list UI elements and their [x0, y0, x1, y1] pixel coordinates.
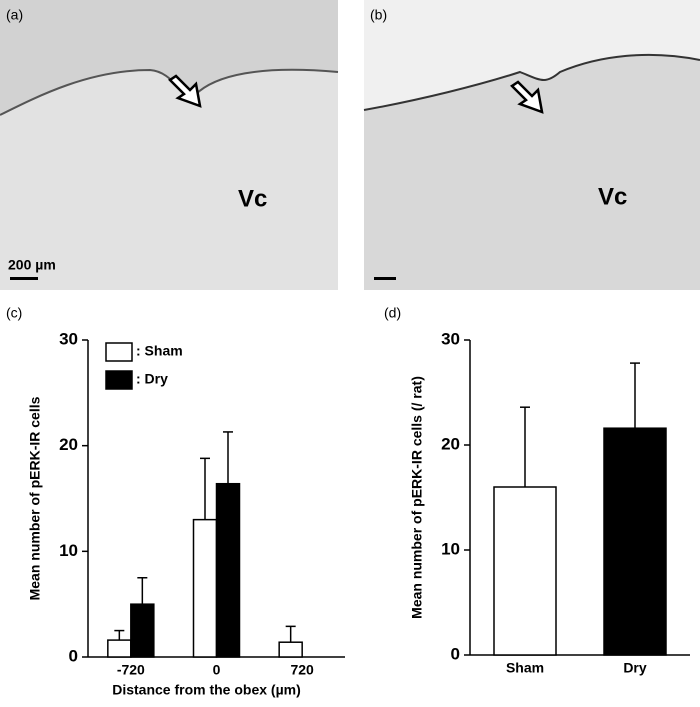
y-tick-label: 0: [451, 644, 460, 663]
y-axis-label: Mean number of pERK-IR cells (/ rat): [409, 376, 425, 619]
bar: [215, 482, 241, 658]
legend-label: : Sham: [136, 343, 183, 359]
panel-label: (d): [384, 305, 401, 321]
scale-bar: [10, 277, 38, 280]
bar: [278, 641, 303, 658]
arrow: [168, 74, 202, 108]
y-tick-label: 20: [59, 435, 78, 454]
legend-swatch: [105, 370, 133, 390]
tissue-edge: [363, 53, 700, 111]
x-tick-label: 720: [290, 662, 314, 678]
y-tick-label: 20: [441, 434, 460, 453]
panel-label: (c): [6, 305, 22, 321]
legend-label: : Dry: [136, 371, 168, 387]
x-tick-label: 0: [213, 662, 221, 678]
micrograph-b: (b) Vc: [363, 0, 700, 290]
bar: [603, 427, 667, 656]
y-tick-label: 10: [441, 539, 460, 558]
legend-swatch: [105, 342, 133, 362]
y-tick-label: 10: [59, 541, 78, 560]
x-axis-label: Distance from the obex (µm): [112, 682, 301, 698]
bar: [107, 639, 132, 658]
scale-bar: [374, 277, 396, 280]
y-tick-label: 30: [59, 329, 78, 348]
bar: [130, 603, 155, 658]
scale-label: 200 µm: [8, 257, 56, 273]
y-axis-label: Mean number of pERK-IR cells: [27, 396, 43, 600]
micrograph-a: (a) Vc 200 µm: [0, 0, 339, 290]
y-tick-label: 0: [69, 646, 78, 665]
tissue: [364, 54, 700, 290]
bar: [493, 486, 557, 656]
x-tick-label: Sham: [506, 660, 544, 676]
panel-label: (a): [6, 7, 23, 23]
x-tick-label: Dry: [623, 660, 647, 676]
y-tick-label: 30: [441, 329, 460, 348]
bar: [192, 518, 218, 658]
region-label: Vc: [598, 183, 627, 210]
panel-label: (b): [370, 7, 387, 23]
x-tick-label: -720: [117, 662, 145, 678]
tissue: [0, 69, 338, 290]
region-label: Vc: [238, 185, 267, 212]
arrow: [510, 80, 544, 114]
